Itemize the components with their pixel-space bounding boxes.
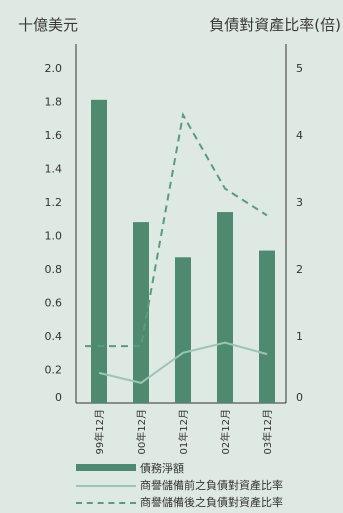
- bar: [133, 222, 149, 403]
- left-tick-label: 0.6: [45, 297, 63, 310]
- legend-swatch-bar: [76, 461, 136, 475]
- legend-item-bar: 債務淨額: [76, 459, 283, 476]
- legend-label-dashed-line: 商譽儲備後之負債對資產比率: [140, 495, 283, 509]
- bar: [259, 250, 275, 403]
- x-tick-label: 02年12月: [219, 409, 232, 454]
- right-tick-label: 5: [296, 62, 303, 75]
- legend-label-solid-line: 商譽儲備前之負債對資產比率: [140, 478, 283, 492]
- solid-series-line: [98, 341, 268, 384]
- left-axis-unit: 十億美元: [18, 16, 79, 34]
- right-tick-label: 0: [296, 391, 303, 404]
- right-tick-label: 2: [296, 263, 303, 276]
- x-tick-label: 00年12月: [135, 409, 148, 454]
- left-tick-label: 0.8: [45, 263, 63, 276]
- right-tick-label: 1: [296, 330, 303, 343]
- left-tick-label: 2.0: [45, 62, 63, 75]
- x-tick-label: 01年12月: [177, 409, 190, 454]
- x-tick-label: 99年12月: [93, 409, 106, 454]
- legend-label-bar: 債務淨額: [140, 461, 184, 475]
- left-tick-label: 1.8: [45, 96, 63, 109]
- dashed-series-line: [85, 112, 268, 348]
- bar: [175, 257, 191, 403]
- left-tick-label: 1.0: [45, 230, 63, 243]
- left-tick-label: 1.6: [45, 129, 63, 142]
- left-tick-label: 1.2: [45, 196, 63, 209]
- x-tick-label: 03年12月: [261, 409, 274, 454]
- bar: [91, 99, 107, 403]
- left-tick-label: 0.4: [45, 330, 63, 343]
- left-tick-label: 0.2: [45, 364, 63, 377]
- legend-item-solid-line: 商譽儲備前之負債對資產比率: [76, 476, 283, 493]
- left-tick-label: 1.4: [45, 163, 63, 176]
- right-tick-label: 4: [296, 129, 303, 142]
- right-tick-label: 3: [296, 196, 303, 209]
- legend-swatch-dashed-line: [76, 495, 136, 509]
- left-tick-label: 0: [55, 391, 62, 404]
- legend-item-dashed-line: 商譽儲備後之負債對資產比率: [76, 493, 283, 510]
- legend-swatch-solid-line: [76, 478, 136, 492]
- right-axis-unit: 負債對資產比率(倍): [209, 16, 341, 34]
- bar: [217, 212, 233, 403]
- legend: 債務淨額 商譽儲備前之負債對資產比率 商譽儲備後之負債對資產比率: [76, 459, 283, 510]
